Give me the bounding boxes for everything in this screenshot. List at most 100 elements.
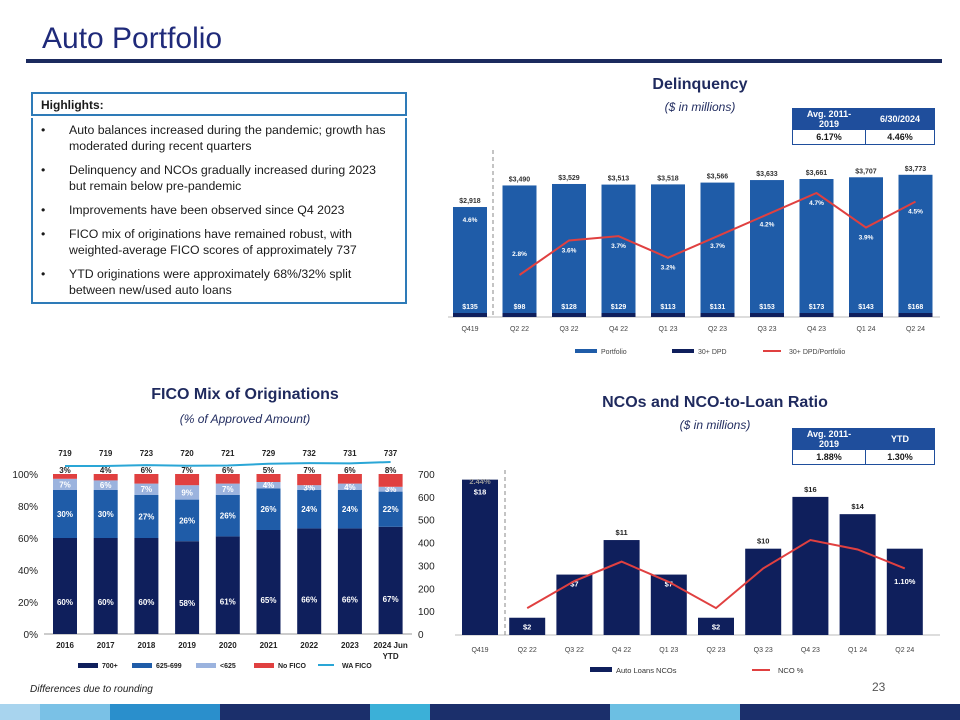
delinquency-dpd-label: $113 [660,304,675,311]
fico-x-tick: 2021 [260,641,278,650]
highlight-item: • Delinquency and NCOs gradually increase… [41,163,376,193]
fico-stack-segment [337,528,362,634]
nco-bar-label: $2 [712,623,720,632]
fico-stack-segment [134,474,159,484]
fico-stack-segment [256,488,281,530]
fico-legend-label: WA FICO [342,663,372,670]
fico-stack-segment [93,474,118,481]
nco-bar [839,514,876,635]
delinquency-legend-label: 30+ DPD/Portfolio [789,349,845,356]
fico-wa-label: 731 [343,449,357,458]
fico-stack-segment [134,494,159,538]
fico-y-right-tick: 700 [418,470,435,481]
delinquency-x-tick: Q1 23 [658,326,677,333]
delinquency-x-tick: Q2 24 [906,326,925,333]
delinquency-portfolio-label: $2,918 [459,198,481,205]
nco-bar-label: $14 [851,502,864,511]
delinquency-portfolio-label: $3,661 [806,170,828,177]
fico-stack-segment [297,490,322,529]
title-divider [26,59,942,63]
footnote: Differences due to rounding [30,684,153,695]
fico-segment-label: 4% [100,466,112,475]
highlight-text: Delinquency and NCOs gradually increased… [69,163,376,193]
avg-table-value: 1.88% [792,449,866,465]
fico-x-tick: 2022 [300,641,318,650]
delinquency-ratio-label: 3.2% [661,265,676,272]
fico-legend-swatch [254,663,274,668]
delinquency-x-tick: Q4 23 [807,326,826,333]
fico-stack-segment [256,530,281,634]
fico-segment-label: 22% [383,505,399,514]
delinquency-ratio-label: 3.6% [562,247,577,254]
fico-wa-label: 729 [262,449,276,458]
highlight-item: • FICO mix of originations have remained … [41,227,357,257]
highlights-header: Highlights: [31,92,407,116]
avg-table-value: 4.46% [865,129,935,145]
delinquency-portfolio-bar [898,174,933,317]
nco-annotation: 2.44% [469,477,491,486]
nco-bar-label: $7 [665,580,673,589]
delinquency-dpd-bar [601,313,636,317]
delinquency-dpd-bar [552,313,586,317]
delinquency-dpd-bar [799,313,834,317]
nco-x-tick: Q3 22 [565,647,584,654]
delinquency-portfolio-label: $3,490 [509,176,531,183]
avg-table-value: 6.17% [792,129,866,145]
fico-y-right-tick: 500 [418,516,435,527]
fico-segment-label: 7% [222,485,234,494]
avg-table-header: Avg. 2011-2019 [792,428,866,450]
fico-stack-segment [175,541,200,634]
fico-stack-segment [378,474,403,487]
fico-x-tick: 2016 [56,641,74,650]
fico-segment-label: 60% [138,598,154,607]
fico-x-tick: YTD [383,652,399,661]
fico-x-tick: 2017 [97,641,115,650]
delinquency-portfolio-bar [552,183,586,317]
fico-wa-line [65,461,391,467]
delinquency-portfolio-label: $3,633 [756,171,778,178]
fico-segment-label: 67% [383,595,399,604]
nco-x-tick: Q4 23 [801,647,820,654]
fico-wa-label: 719 [99,449,113,458]
delinquency-portfolio-bar [601,184,636,317]
fico-stack-segment [337,483,362,490]
avg-table-header: 6/30/2024 [865,108,935,130]
fico-stack-segment [378,491,403,527]
fico-y-right-tick: 200 [418,584,435,595]
nco-bar-label: $11 [616,528,628,537]
nco-avg-table: Avg. 2011-2019 YTD 1.88% 1.30% [792,428,935,465]
fico-y-left-tick: 20% [18,598,38,609]
highlight-text: FICO mix of originations have remained r… [69,227,357,257]
delinquency-ratio-label: 4.5% [908,209,923,216]
fico-segment-label: 26% [260,505,276,514]
fico-stack-segment [337,474,362,484]
fico-segment-label: 4% [344,483,356,492]
fico-stack-segment [93,480,118,490]
delinquency-x-tick: Q1 24 [856,326,875,333]
fico-segment-label: 3% [385,485,397,494]
fico-segment-label: 6% [141,466,153,475]
fico-segment-label: 65% [260,596,276,605]
nco-bar-label: $7 [570,580,578,589]
fico-wa-label: 732 [303,449,317,458]
fico-y-right-tick: 100 [418,607,435,618]
delinquency-portfolio-bar [453,207,487,317]
fico-segment-label: 61% [220,598,236,607]
delinquency-legend-label: 30+ DPD [698,349,727,356]
fico-segment-label: 60% [98,598,114,607]
fico-stack-segment [175,474,200,486]
fico-segment-label: 4% [263,481,275,490]
delinquency-dpd-label: $129 [611,304,627,311]
fico-segment-label: 27% [138,512,154,521]
delinquency-x-tick: Q4 22 [609,326,628,333]
fico-segment-label: 60% [57,598,73,607]
fico-segment-label: 26% [179,516,195,525]
highlight-text: Auto balances increased during the pande… [69,123,386,153]
delinquency-dpd-bar [898,313,933,317]
nco-bar [462,479,498,635]
delinquency-portfolio-bar [849,177,883,317]
nco-legend-label: Auto Loans NCOs [616,666,677,675]
fico-segment-label: 8% [385,466,397,475]
delinquency-dpd-bar [750,313,784,317]
delinquency-dpd-bar [453,313,487,317]
